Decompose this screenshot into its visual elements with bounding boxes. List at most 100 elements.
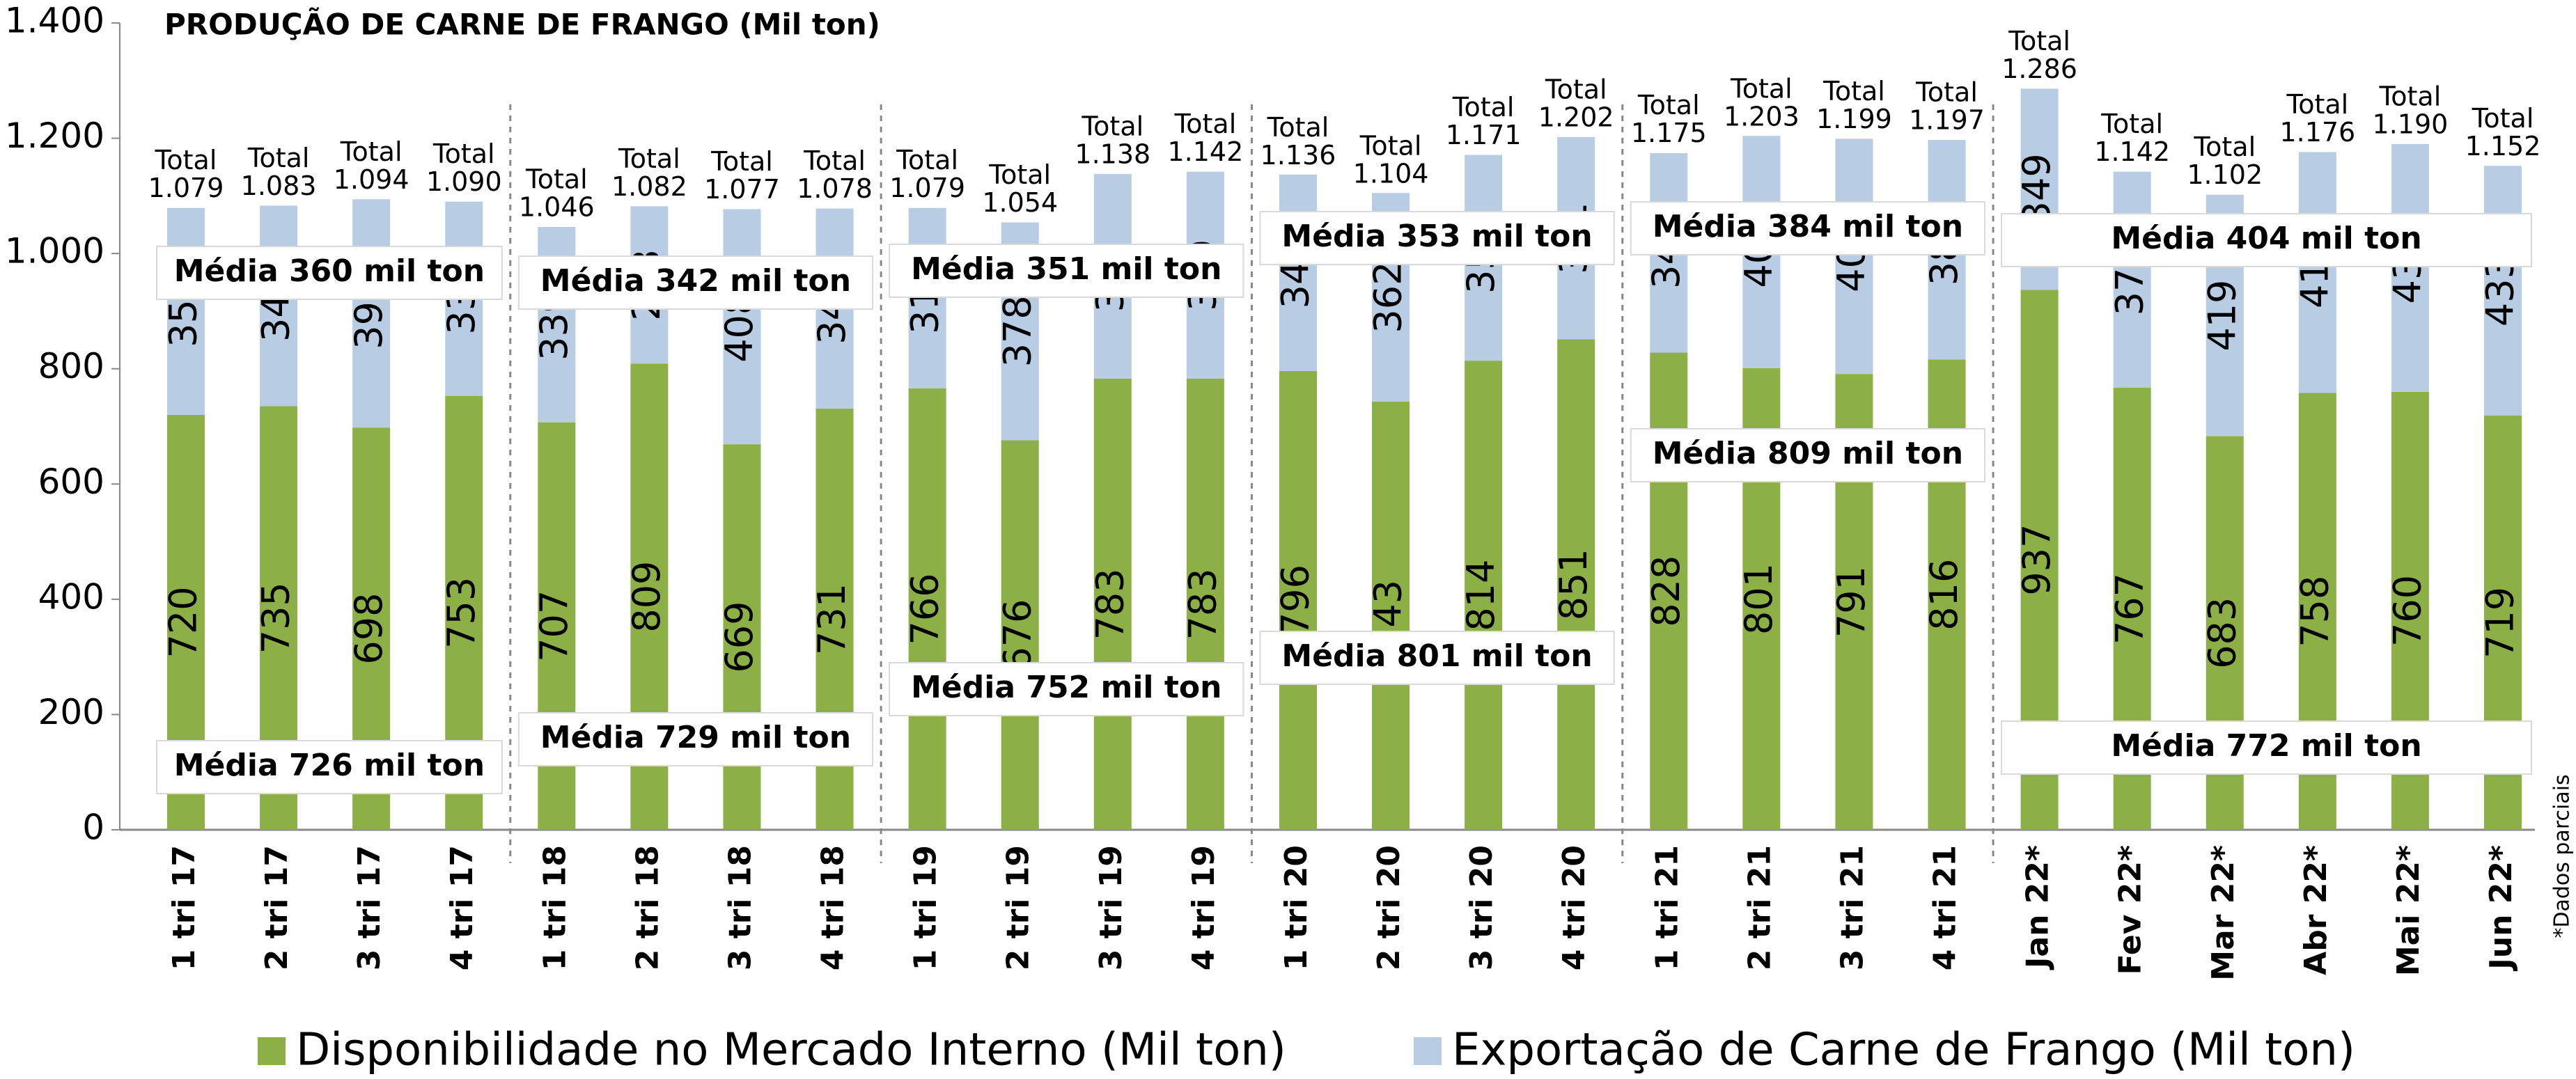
- x-tick-label: 1 tri 21: [1649, 845, 1685, 970]
- value-label: 753: [439, 577, 483, 649]
- total-label: 1.136: [1260, 140, 1336, 171]
- total-label: 1.102: [2187, 159, 2263, 190]
- value-label: 783: [1181, 568, 1225, 640]
- bar-segment: [908, 388, 946, 830]
- x-tick-label: 1 tri 20: [1279, 845, 1314, 970]
- average-box: [517, 255, 874, 310]
- bar-segment: [2298, 152, 2336, 393]
- x-tick-label: 3 tri 17: [352, 845, 387, 970]
- value-label: 828: [1644, 556, 1688, 627]
- legend-label: Exportação de Carne de Frango (Mil ton): [1452, 1025, 2355, 1076]
- average-box: [156, 740, 503, 794]
- total-caption: Total: [896, 145, 958, 175]
- total-caption: Total: [1452, 92, 1515, 123]
- total-label: 1.094: [334, 164, 409, 195]
- total-caption: Total: [2472, 103, 2534, 134]
- bar-segment: [352, 199, 391, 428]
- average-label: Média 404 mil ton: [2111, 221, 2421, 256]
- bar-segment: [1186, 378, 1224, 830]
- total-label: 1.079: [889, 173, 965, 203]
- total-label: 1.083: [241, 171, 317, 201]
- bar-segment: [1279, 371, 1317, 830]
- total-caption: Total: [1637, 90, 1700, 120]
- value-label: 809: [625, 561, 669, 633]
- note: *Dados parciais: [2550, 774, 2575, 938]
- y-tick-label: 1.400: [5, 1, 104, 41]
- x-tick-label: 1 tri 17: [166, 845, 202, 970]
- y-tick-label: 800: [38, 346, 104, 386]
- total-caption: Total: [2286, 89, 2348, 120]
- bar-segment: [1465, 361, 1503, 830]
- average-label: Média 809 mil ton: [1653, 436, 1963, 471]
- average-label: Média 360 mil ton: [174, 253, 485, 289]
- value-label: 698: [347, 593, 391, 665]
- value-label: 937: [2015, 524, 2059, 596]
- total-caption: Total: [2100, 109, 2163, 139]
- value-label: 735: [254, 582, 298, 654]
- total-label: 1.079: [148, 173, 224, 203]
- bar-segment: [260, 205, 298, 407]
- x-tick-label: 2 tri 20: [1371, 845, 1407, 970]
- x-tick-label: Mar 22*: [2206, 845, 2241, 981]
- x-tick-label: Jan 22*: [2020, 845, 2056, 970]
- y-tick-label: 1.000: [5, 231, 104, 271]
- total-label: 1.176: [2279, 117, 2355, 148]
- total-caption: Total: [803, 145, 866, 176]
- average-label: Média 384 mil ton: [1653, 209, 1963, 244]
- total-label: 1.190: [2373, 109, 2449, 139]
- total-label: 1.090: [426, 166, 502, 197]
- total-caption: Total: [1915, 77, 1978, 108]
- x-tick-label: 2 tri 18: [630, 845, 665, 970]
- total-label: 1.197: [1909, 105, 1985, 136]
- value-label: 814: [1459, 560, 1503, 631]
- bar-segment: [1557, 339, 1595, 830]
- x-tick-label: 2 tri 19: [1001, 845, 1036, 970]
- total-label: 1.199: [1816, 104, 1892, 134]
- bar-segment: [167, 207, 205, 415]
- total-caption: Total: [618, 143, 680, 174]
- value-label: 362: [1366, 262, 1410, 333]
- y-tick-label: 200: [38, 692, 104, 732]
- value-label: 719: [2479, 587, 2522, 659]
- x-tick-label: 4 tri 20: [1556, 845, 1592, 970]
- total-caption: Total: [1267, 112, 1329, 143]
- value-label: 801: [1737, 563, 1781, 635]
- average-box: [156, 246, 503, 300]
- bar-segment: [2484, 166, 2522, 416]
- x-tick-label: 4 tri 21: [1928, 845, 1963, 970]
- bar-segment: [2113, 171, 2151, 388]
- total-caption: Total: [1545, 74, 1607, 104]
- value-label: 676: [995, 599, 1039, 671]
- total-caption: Total: [1822, 76, 1885, 107]
- total-caption: Total: [2008, 26, 2070, 56]
- average-box: [1630, 428, 1986, 482]
- x-tick-label: 4 tri 17: [444, 845, 480, 970]
- x-tick-label: 4 tri 19: [1186, 845, 1221, 970]
- total-label: 1.138: [1075, 139, 1150, 169]
- x-tick-label: Fev 22*: [2113, 845, 2148, 975]
- total-caption: Total: [247, 143, 310, 173]
- value-label: 767: [2107, 573, 2151, 645]
- bar-segment: [1001, 440, 1039, 830]
- bar-segment: [1835, 139, 1873, 375]
- bar-segment: [1372, 401, 1410, 830]
- bar-segment: [908, 207, 946, 388]
- average-label: Média 752 mil ton: [911, 670, 1221, 705]
- y-tick-label: 0: [82, 808, 104, 848]
- total-caption: Total: [710, 146, 773, 177]
- y-tick-label: 600: [38, 462, 104, 502]
- average-label: Média 772 mil ton: [2111, 728, 2421, 764]
- x-tick-label: 3 tri 20: [1464, 845, 1499, 970]
- value-label: 683: [2200, 597, 2244, 669]
- legend-swatch: [258, 1037, 286, 1065]
- value-label: 669: [717, 601, 761, 673]
- x-tick-label: 4 tri 18: [815, 845, 851, 970]
- average-box: [1259, 631, 1615, 685]
- total-label: 1.077: [704, 174, 780, 205]
- x-tick-label: 2 tri 17: [259, 845, 295, 970]
- total-caption: Total: [1730, 74, 1793, 104]
- total-caption: Total: [155, 145, 217, 175]
- total-label: 1.202: [1538, 102, 1614, 132]
- total-label: 1.046: [519, 192, 595, 223]
